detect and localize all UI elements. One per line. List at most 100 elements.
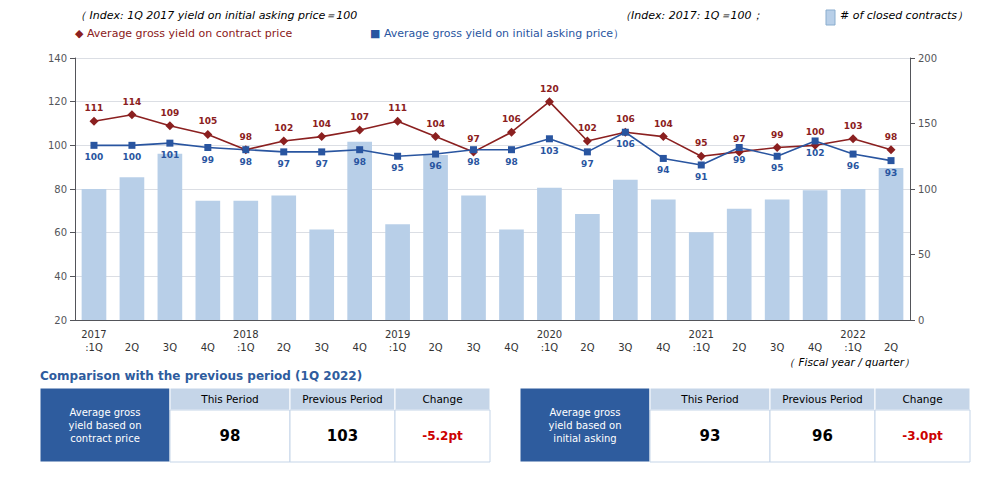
svg-text:102: 102	[578, 123, 597, 133]
svg-text:contract price: contract price	[70, 433, 140, 444]
svg-text:2Q: 2Q	[277, 342, 291, 353]
svg-text:93: 93	[700, 427, 721, 445]
svg-text:-3.0pt: -3.0pt	[902, 429, 943, 443]
svg-text::1Q: :1Q	[844, 342, 862, 353]
svg-text:102: 102	[806, 148, 825, 158]
svg-text:Average gross: Average gross	[549, 407, 620, 418]
svg-text:97: 97	[467, 134, 480, 144]
svg-text:93: 93	[885, 168, 898, 178]
svg-text:105: 105	[198, 116, 217, 126]
svg-text:107: 107	[350, 112, 369, 122]
svg-text:initial asking: initial asking	[553, 433, 616, 444]
svg-text:2Q: 2Q	[580, 342, 594, 353]
svg-text:This Period: This Period	[680, 393, 739, 405]
svg-text:100: 100	[918, 184, 937, 195]
svg-text:80: 80	[54, 184, 67, 195]
svg-text::1Q: :1Q	[692, 342, 710, 353]
svg-text:2Q: 2Q	[125, 342, 139, 353]
svg-text:98: 98	[240, 157, 253, 167]
svg-text:3Q: 3Q	[315, 342, 329, 353]
svg-text:103: 103	[327, 427, 358, 445]
svg-text:4Q: 4Q	[201, 342, 215, 353]
svg-text:4Q: 4Q	[808, 342, 822, 353]
svg-text:103: 103	[540, 146, 559, 156]
svg-text:99: 99	[771, 130, 784, 140]
svg-text:109: 109	[160, 108, 179, 118]
svg-text:（Index: 2017: 1Q＝100；: （Index: 2017: 1Q＝100；	[620, 9, 763, 22]
svg-text:95: 95	[771, 163, 784, 173]
svg-text:150: 150	[918, 118, 937, 129]
svg-text:100: 100	[48, 140, 67, 151]
svg-text:97: 97	[277, 159, 290, 169]
svg-text::1Q: :1Q	[237, 342, 255, 353]
svg-text:4Q: 4Q	[353, 342, 367, 353]
svg-text:98: 98	[220, 427, 241, 445]
svg-text:102: 102	[274, 123, 293, 133]
svg-text:120: 120	[540, 84, 559, 94]
svg-text::1Q: :1Q	[541, 342, 559, 353]
svg-text:97: 97	[581, 159, 594, 169]
svg-text:Previous Period: Previous Period	[782, 393, 862, 405]
svg-text:106: 106	[616, 139, 635, 149]
svg-text:40: 40	[54, 271, 67, 282]
svg-text:2Q: 2Q	[884, 342, 898, 353]
svg-text::1Q: :1Q	[85, 342, 103, 353]
svg-text:114: 114	[123, 97, 142, 107]
svg-text:◆ Average gross yield on contr: ◆ Average gross yield on contract price	[75, 27, 292, 40]
svg-text:103: 103	[844, 121, 863, 131]
svg-text:106: 106	[502, 114, 521, 124]
svg-text:3Q: 3Q	[466, 342, 480, 353]
svg-text:-5.2pt: -5.2pt	[422, 429, 463, 443]
svg-text:Change: Change	[902, 393, 942, 405]
svg-text:（ Fiscal year / quarter）: （ Fiscal year / quarter）	[784, 356, 915, 368]
svg-text:Average gross: Average gross	[69, 407, 140, 418]
svg-text:106: 106	[616, 114, 635, 124]
svg-text:2Q: 2Q	[732, 342, 746, 353]
svg-text:2022: 2022	[840, 329, 865, 340]
svg-text:94: 94	[657, 165, 670, 175]
svg-text:91: 91	[695, 172, 708, 182]
svg-text:96: 96	[812, 427, 833, 445]
svg-text:2018: 2018	[233, 329, 258, 340]
svg-text:104: 104	[654, 119, 673, 129]
svg-text:140: 140	[48, 53, 67, 64]
svg-text:100: 100	[123, 152, 142, 162]
svg-text:95: 95	[391, 163, 404, 173]
svg-text:This Period: This Period	[200, 393, 259, 405]
svg-text:20: 20	[54, 315, 67, 326]
svg-text:yield based on: yield based on	[549, 420, 622, 431]
svg-text:4Q: 4Q	[504, 342, 518, 353]
svg-text:100: 100	[806, 127, 825, 137]
svg-text:98: 98	[353, 157, 366, 167]
svg-text:Change: Change	[422, 393, 462, 405]
svg-text:2020: 2020	[537, 329, 562, 340]
svg-text:100: 100	[85, 152, 104, 162]
svg-text:97: 97	[733, 134, 746, 144]
svg-text:98: 98	[505, 157, 518, 167]
svg-text:50: 50	[918, 249, 931, 260]
svg-text:Previous Period: Previous Period	[302, 393, 382, 405]
svg-text:yield based on: yield based on	[69, 420, 142, 431]
svg-text:2Q: 2Q	[428, 342, 442, 353]
svg-text:104: 104	[426, 119, 445, 129]
svg-text:99: 99	[202, 155, 215, 165]
svg-text:99: 99	[733, 155, 746, 165]
svg-text:# of closed contracts）: # of closed contracts）	[840, 9, 968, 22]
svg-text:97: 97	[315, 159, 328, 169]
svg-text:95: 95	[695, 138, 708, 148]
svg-text:111: 111	[388, 103, 407, 113]
svg-text:3Q: 3Q	[163, 342, 177, 353]
svg-text:2021: 2021	[689, 329, 714, 340]
svg-text:2019: 2019	[385, 329, 410, 340]
svg-text::1Q: :1Q	[389, 342, 407, 353]
svg-text:0: 0	[918, 315, 924, 326]
svg-text:98: 98	[467, 157, 480, 167]
svg-text:120: 120	[48, 96, 67, 107]
svg-text:98: 98	[885, 132, 898, 142]
svg-text:104: 104	[312, 119, 331, 129]
svg-text:3Q: 3Q	[618, 342, 632, 353]
svg-text:3Q: 3Q	[770, 342, 784, 353]
svg-text:2017: 2017	[81, 329, 106, 340]
svg-text:96: 96	[429, 161, 442, 171]
svg-text:60: 60	[54, 227, 67, 238]
